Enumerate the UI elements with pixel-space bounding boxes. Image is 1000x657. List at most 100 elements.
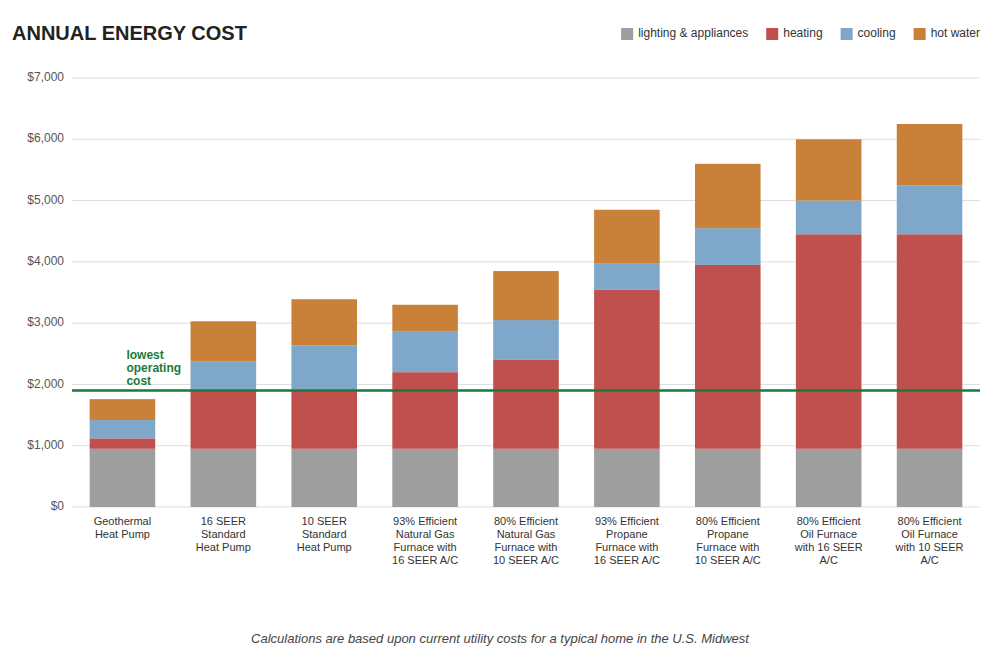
bar-segment (291, 449, 357, 507)
text-line: A/C (920, 554, 938, 566)
bar-segment (897, 449, 963, 507)
text-line: 16 SEER A/C (392, 554, 458, 566)
y-axis: $0 $1,000 $2,000 $3,000 $4,000 $5,000 $6,000 $7… (27, 70, 980, 513)
legend-label: hot water (931, 26, 980, 40)
bar-segment (392, 305, 458, 331)
bar-segment (191, 361, 257, 390)
text-line: Standard (302, 528, 347, 540)
bar-segment (291, 390, 357, 449)
x-tick-label: 16 SEERStandardHeat Pump (196, 515, 251, 553)
chart: $0 $1,000 $2,000 $3,000 $4,000 $5,000 $6,000 $7… (0, 0, 1000, 657)
text-line: 16 SEER A/C (594, 554, 660, 566)
x-tick-label: GeothermalHeat Pump (94, 515, 151, 540)
text-line: Furnace with (696, 541, 759, 553)
legend-label: cooling (858, 26, 896, 40)
legend-swatch (841, 28, 853, 40)
y-tick-label: $0 (51, 499, 65, 513)
page: {"chart_data": { "type": "bar", "stacked… (0, 0, 1000, 657)
bar-segment (493, 320, 559, 360)
text-line: Furnace with (394, 541, 457, 553)
y-tick-label: $7,000 (27, 70, 64, 84)
subtitle: Calculations are based upon current util… (251, 631, 750, 646)
bar-segment (90, 449, 156, 507)
text-line: lowest (126, 348, 163, 362)
bar-segment (191, 321, 257, 361)
legend-label: heating (783, 26, 822, 40)
bar-segment (594, 263, 660, 289)
y-tick-label: $5,000 (27, 193, 64, 207)
title: ANNUAL ENERGY COST (12, 22, 247, 44)
bar-segment (493, 360, 559, 449)
text-line: with 16 SEER (794, 541, 863, 553)
text-line: Heat Pump (297, 541, 352, 553)
reference-line (72, 389, 980, 392)
bar-segment (594, 210, 660, 263)
x-tick-label: 10 SEERStandardHeat Pump (297, 515, 352, 553)
text-line: Heat Pump (196, 541, 251, 553)
bar-segment (493, 449, 559, 507)
text-line: A/C (819, 554, 837, 566)
bar-segment (796, 139, 862, 200)
text-line: 93% Efficient (393, 515, 457, 527)
text-line: 10 SEER A/C (493, 554, 559, 566)
bar-segment (90, 420, 156, 438)
bar-segment (897, 124, 963, 185)
y-tick-label: $1,000 (27, 438, 64, 452)
text-line: 80% Efficient (898, 515, 962, 527)
x-tick-label: 80% EfficientOil Furnacewith 16 SEERA/C (794, 515, 863, 566)
legend-swatch (621, 28, 633, 40)
bar-segment (392, 331, 458, 372)
text-line: 80% Efficient (797, 515, 861, 527)
bar-segment (90, 438, 156, 448)
bar-segment (291, 345, 357, 390)
y-tick-label: $6,000 (27, 131, 64, 145)
x-tick-label: 80% EfficientPropaneFurnace with10 SEER … (695, 515, 761, 566)
bar-segment (191, 449, 257, 507)
text-line: cost (126, 374, 151, 388)
text-line: Furnace with (495, 541, 558, 553)
x-tick-label: 93% EfficientNatural GasFurnace with16 S… (392, 515, 458, 566)
text-line: Propane (707, 528, 749, 540)
bar-segment (796, 449, 862, 507)
text-line: Furnace with (595, 541, 658, 553)
legend-label: lighting & appliances (638, 26, 748, 40)
bars (90, 124, 963, 507)
text-line: 10 SEER (302, 515, 347, 527)
bar-segment (796, 234, 862, 449)
x-tick-label: 93% EfficientPropaneFurnace with16 SEER … (594, 515, 660, 566)
x-tick-label: 80% EfficientNatural GasFurnace with10 S… (493, 515, 559, 566)
text-line: 16 SEER (201, 515, 246, 527)
bar-segment (191, 390, 257, 449)
legend-swatch (914, 28, 926, 40)
bar-segment (594, 289, 660, 448)
bar-segment (392, 449, 458, 507)
x-tick-label: 80% EfficientOil Furnacewith 10 SEERA/C (895, 515, 964, 566)
text-line: operating (126, 361, 181, 375)
bar-segment (897, 234, 963, 449)
legend-swatch (766, 28, 778, 40)
text-line: Heat Pump (95, 528, 150, 540)
bar-segment (695, 228, 761, 265)
text-line: 93% Efficient (595, 515, 659, 527)
text-line: Natural Gas (497, 528, 556, 540)
text-line: Geothermal (94, 515, 151, 527)
annotations: lowestoperatingcost (72, 348, 980, 391)
grid-line (72, 78, 980, 79)
text-line: 10 SEER A/C (695, 554, 761, 566)
text-line: Natural Gas (396, 528, 455, 540)
y-tick-label: $3,000 (27, 315, 64, 329)
bar-segment (392, 372, 458, 449)
bar-segment (897, 185, 963, 234)
bar-segment (796, 201, 862, 235)
text-line: Oil Furnace (800, 528, 857, 540)
text-line: 80% Efficient (696, 515, 760, 527)
bar-segment (695, 265, 761, 449)
bar-segment (493, 271, 559, 320)
bar-segment (291, 299, 357, 345)
bar-segment (695, 449, 761, 507)
y-tick-label: $2,000 (27, 377, 64, 391)
text-line: Propane (606, 528, 648, 540)
text-line: Standard (201, 528, 246, 540)
y-tick-label: $4,000 (27, 254, 64, 268)
bar-segment (695, 164, 761, 228)
